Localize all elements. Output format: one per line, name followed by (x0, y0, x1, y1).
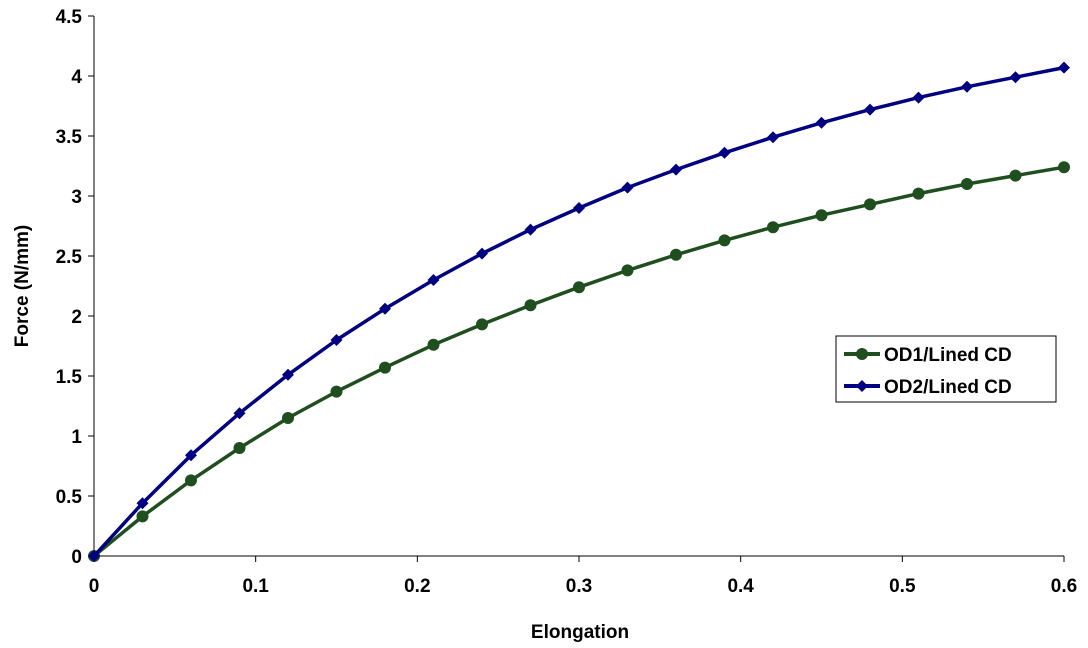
legend-box (835, 335, 1057, 403)
data-point (767, 221, 779, 234)
y-tick-label: 0 (71, 547, 82, 568)
series-2 (88, 61, 1070, 562)
data-point (282, 412, 294, 424)
data-point (427, 338, 440, 351)
x-tick-label: 0.5 (889, 576, 916, 597)
legend: OD1/Lined CD OD2/Lined CD (835, 335, 1057, 403)
x-axis-title: Elongation (531, 622, 629, 643)
legend-swatch-od2-marker (856, 380, 868, 392)
tick-labels: 0 0.5 1 1.5 2 2.5 3 3.5 4 4.5 0 0.1 0.2 0.3 0.4 0.5 0.6 (56, 7, 1078, 597)
legend-swatch-od1-marker (856, 348, 868, 360)
legend-label-od2: OD2/Lined CD (884, 377, 1012, 398)
y-tick-label: 2.5 (56, 247, 83, 268)
x-tick-label: 0 (89, 576, 100, 597)
y-axis-title: Force (N/mm) (12, 225, 33, 347)
data-point (136, 497, 149, 510)
data-point (1009, 71, 1022, 84)
data-point (864, 198, 876, 211)
y-tick-label: 4 (71, 67, 82, 88)
y-tick-label: 1.5 (56, 367, 83, 388)
data-point (524, 223, 537, 236)
data-point (670, 248, 682, 261)
data-point (573, 281, 585, 294)
data-point (185, 449, 197, 462)
data-point (379, 361, 391, 374)
y-tick-label: 4.5 (56, 7, 83, 28)
y-tick-label: 3 (71, 187, 82, 208)
data-point (88, 550, 100, 562)
data-point (961, 80, 973, 93)
data-point (621, 181, 634, 194)
data-point (136, 510, 149, 523)
y-tick-label: 2 (71, 307, 82, 328)
x-tick-label: 0.4 (727, 576, 754, 597)
x-tick-label: 0.2 (404, 576, 430, 597)
data-point (912, 91, 925, 104)
data-point (476, 318, 488, 331)
x-tick-label: 0.1 (242, 576, 269, 597)
data-point (1058, 61, 1070, 74)
data-point (185, 474, 197, 487)
data-point (233, 442, 246, 454)
data-point (476, 247, 488, 260)
data-point (427, 274, 440, 286)
data-point (815, 116, 828, 129)
series-group (88, 61, 1070, 562)
y-tick-label: 1 (71, 427, 82, 448)
y-tick-label: 0.5 (56, 487, 83, 508)
y-tick-label: 3.5 (56, 127, 83, 148)
data-point (621, 264, 634, 277)
data-point (1058, 161, 1070, 174)
data-point (815, 209, 828, 222)
data-point (718, 146, 731, 159)
data-point (961, 178, 973, 190)
x-tick-label: 0.6 (1051, 576, 1077, 597)
data-point (670, 163, 682, 176)
data-point (767, 131, 779, 144)
data-point (864, 103, 876, 116)
x-tick-label: 0.3 (566, 576, 592, 597)
data-point (330, 334, 343, 346)
data-point (912, 187, 925, 200)
data-point (573, 202, 585, 214)
data-point (282, 368, 294, 381)
data-point (524, 299, 537, 312)
legend-label-od1: OD1/Lined CD (884, 345, 1012, 366)
data-point (1009, 169, 1022, 182)
data-point (379, 302, 391, 315)
data-point (718, 234, 731, 247)
data-point (233, 407, 246, 420)
data-point (330, 385, 343, 398)
